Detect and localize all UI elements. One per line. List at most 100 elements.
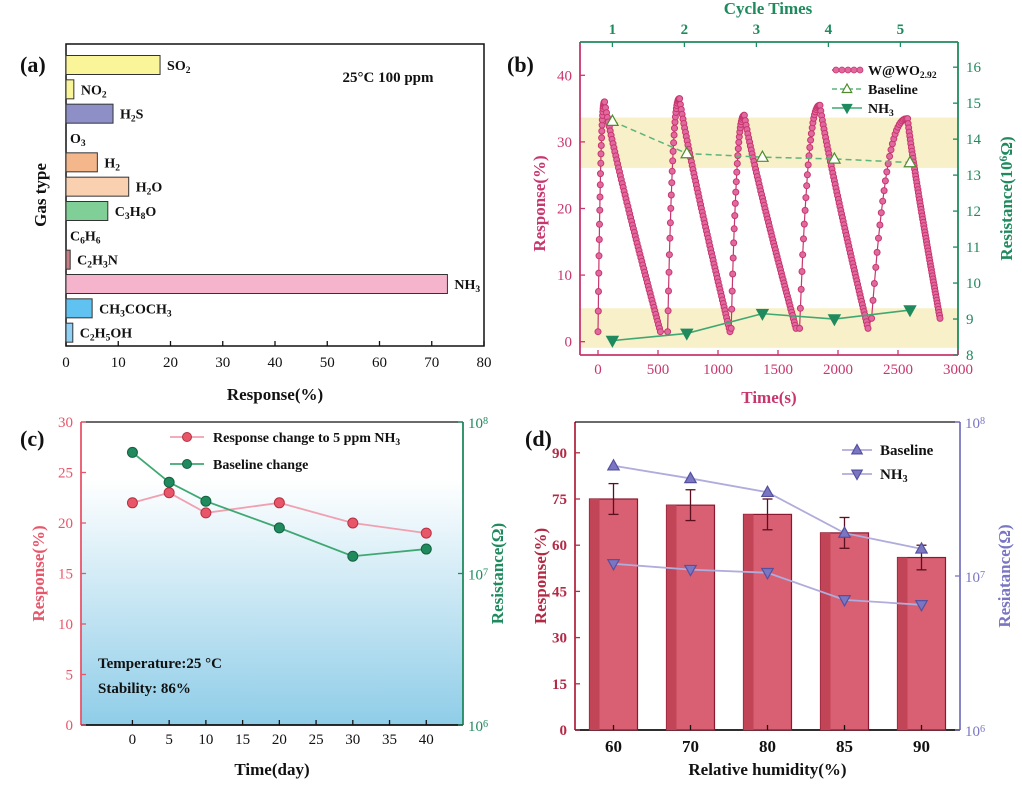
- baseline-point: [683, 471, 698, 484]
- bar-label-H2: H2: [104, 156, 120, 173]
- nh3-point: [827, 314, 842, 327]
- legend-marker-response: [856, 66, 864, 74]
- y-tick-label: 60: [552, 538, 567, 554]
- baseline-point: [837, 525, 852, 538]
- legend-marker-response: [182, 432, 192, 442]
- legend-label-nh3: NH3: [868, 102, 894, 119]
- top-axis-title: Cycle Times: [724, 0, 813, 18]
- bar-label-H2O: H2O: [136, 181, 163, 198]
- y-tick-label: 30: [552, 631, 567, 647]
- y2-tick-label: 108: [468, 416, 488, 433]
- panel-b-cycle-response-chart: (b) 0 500 1000 1500 2000 2500 3000 Time(s) 0 10 20 3…: [507, 0, 1016, 407]
- y2-tick-label: 106: [965, 724, 985, 741]
- response-point: [731, 212, 739, 220]
- x-tick-label: 35: [382, 732, 397, 748]
- response-point: [595, 236, 603, 243]
- x-tick-label: 80: [759, 737, 776, 756]
- response-point: [420, 527, 432, 539]
- baseline-point: [914, 541, 929, 554]
- x-tick-label: 40: [268, 355, 283, 371]
- response-point: [734, 145, 742, 153]
- legend: W@WO2.92 Baseline NH3: [832, 64, 937, 119]
- bar-C3H8O: [65, 201, 109, 221]
- response-point: [666, 219, 674, 227]
- response-point: [670, 131, 678, 139]
- response-point: [816, 101, 824, 109]
- bar-NH3: [65, 274, 448, 294]
- baseline-point: [126, 446, 138, 458]
- response-point: [601, 98, 609, 106]
- bar-label-NH3: NH3: [454, 278, 480, 295]
- x-tick-label: 10: [111, 355, 126, 371]
- response-point: [800, 220, 808, 228]
- baseline-point: [755, 149, 770, 162]
- y-tick-label: 10: [58, 617, 73, 633]
- legend-label-response: Response change to 5 ppm NH3: [213, 431, 400, 448]
- response-point: [880, 187, 888, 195]
- panel-a-gas-selectivity-chart: (a) 25°C 100 ppm 0 10 20 30 40 50 60 70 80 Response…: [20, 43, 492, 404]
- response-point: [864, 324, 872, 332]
- condition-annotation: 25°C 100 ppm: [342, 70, 434, 86]
- panel-label-c: (c): [20, 426, 44, 451]
- bar-label-C6H6: C6H6: [70, 229, 101, 246]
- y2-tick-label: 12: [966, 204, 981, 220]
- y2-axis-title: Resistance(106Ω): [997, 136, 1016, 260]
- bar-label-NO2: NO2: [81, 83, 107, 100]
- nh3-point: [683, 564, 698, 577]
- response-point: [728, 287, 736, 295]
- bar-H2O: [65, 176, 130, 197]
- x-tick-label: 50: [320, 355, 335, 371]
- response-point: [868, 314, 876, 322]
- response-point: [668, 179, 676, 187]
- x-tick-label: 70: [682, 737, 699, 756]
- x-tick-label: 0: [594, 362, 602, 378]
- y-tick-label: 0: [66, 718, 74, 734]
- legend-marker-response: [844, 66, 852, 74]
- response-point: [594, 307, 602, 315]
- temperature-annotation: Temperature:25 °C: [98, 656, 222, 672]
- x-tick-label: 1000: [703, 362, 733, 378]
- response-point: [126, 497, 138, 509]
- response-point: [883, 168, 891, 176]
- response-point: [656, 328, 664, 336]
- legend-marker-baseline: [841, 82, 853, 94]
- response-point: [669, 157, 677, 165]
- x-axis-title: Relative humidity(%): [688, 760, 846, 779]
- legend-label-baseline: Baseline: [880, 443, 934, 459]
- bar-shade: [589, 499, 600, 730]
- bar-C2H5OH: [65, 322, 74, 343]
- response-point: [802, 194, 810, 202]
- x-tick-label: 90: [913, 737, 930, 756]
- baseline-point: [347, 550, 359, 562]
- response-point: [597, 142, 605, 149]
- bar-H2: [65, 152, 98, 173]
- response-point: [596, 220, 603, 228]
- y2-tick-label: 106: [468, 719, 488, 736]
- y2-tick-label: 10: [966, 276, 981, 292]
- x-tick-label: 1500: [763, 362, 793, 378]
- y2-tick-label: 108: [965, 416, 985, 433]
- bar-shade: [897, 557, 908, 730]
- response-line: [132, 491, 427, 534]
- y2-tick-label: 11: [966, 240, 980, 256]
- bar-label-C2H5OH: C2H5OH: [80, 327, 132, 344]
- response-point: [595, 288, 602, 295]
- baseline-line: [131, 451, 427, 558]
- bar-label-C2H3N: C2H3N: [77, 254, 118, 271]
- y2-tick-label: 9: [966, 312, 974, 328]
- response-point: [807, 136, 815, 144]
- response-point: [200, 507, 212, 519]
- response-point: [797, 285, 805, 293]
- x-tick-label: 10: [198, 732, 213, 748]
- legend-marker-nh3: [850, 469, 864, 481]
- response-point: [936, 314, 944, 322]
- legend-marker-baseline: [182, 459, 192, 469]
- x-tick-label: 60: [372, 355, 387, 371]
- response-point: [664, 307, 672, 315]
- y2-tick-label: 15: [966, 96, 981, 112]
- response-point: [595, 252, 603, 260]
- response-point: [729, 270, 737, 278]
- y2-tick-label: 8: [966, 348, 974, 364]
- x-tick-label: 30: [345, 732, 360, 748]
